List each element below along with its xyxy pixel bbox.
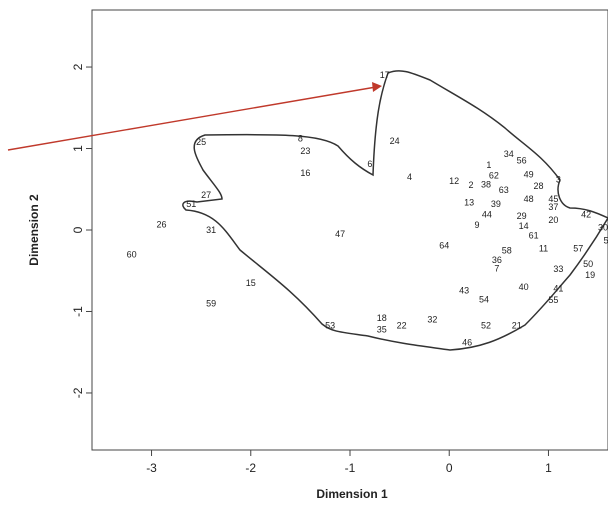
point-label-31: 31	[206, 225, 216, 235]
point-label-21: 21	[512, 320, 522, 330]
point-label-54: 54	[479, 294, 489, 304]
arrow-annotation	[7, 82, 382, 151]
point-label-49: 49	[524, 170, 534, 180]
y-axis: -2 -1 0 1 2	[71, 63, 92, 398]
point-label-8: 8	[298, 134, 303, 144]
x-tick-label: 0	[446, 461, 453, 475]
point-label-7: 7	[494, 263, 499, 273]
point-label-40: 40	[519, 282, 529, 292]
point-label-38: 38	[481, 179, 491, 189]
point-label-61: 61	[529, 231, 539, 241]
point-label-12: 12	[449, 176, 459, 186]
y-tick-label: 2	[71, 63, 85, 70]
point-label-52: 52	[481, 320, 491, 330]
point-label-39: 39	[491, 199, 501, 209]
point-label-53: 53	[325, 320, 335, 330]
point-label-13: 13	[464, 197, 474, 207]
x-axis: -3 -2 -1 0 1	[146, 450, 552, 475]
point-label-44: 44	[482, 210, 492, 220]
point-label-35: 35	[377, 324, 387, 334]
point-label-50: 50	[583, 259, 593, 269]
x-tick-label: -2	[245, 461, 256, 475]
x-tick-label: -3	[146, 461, 157, 475]
y-axis-label: Dimension 2	[27, 194, 41, 266]
point-label-4: 4	[407, 172, 412, 182]
point-label-5: 5	[604, 236, 608, 246]
point-label-3: 3	[556, 174, 561, 184]
point-label-55: 55	[548, 295, 558, 305]
point-label-24: 24	[390, 136, 400, 146]
point-label-29: 29	[517, 211, 527, 221]
point-label-20: 20	[548, 215, 558, 225]
point-label-22: 22	[397, 320, 407, 330]
point-label-63: 63	[499, 185, 509, 195]
point-label-56: 56	[517, 156, 527, 166]
point-label-15: 15	[246, 278, 256, 288]
point-label-58: 58	[502, 245, 512, 255]
point-label-51: 51	[186, 199, 196, 209]
point-label-6: 6	[367, 159, 372, 169]
point-label-64: 64	[439, 240, 449, 250]
point-label-59: 59	[206, 298, 216, 308]
x-axis-label: Dimension 1	[316, 487, 388, 501]
y-tick-label: -2	[71, 387, 85, 398]
point-label-33: 33	[553, 264, 563, 274]
point-label-48: 48	[524, 194, 534, 204]
x-tick-label: -1	[345, 461, 356, 475]
point-label-62: 62	[489, 170, 499, 180]
point-label-18: 18	[377, 313, 387, 323]
point-label-34: 34	[504, 149, 514, 159]
point-label-60: 60	[127, 249, 137, 259]
point-label-28: 28	[534, 181, 544, 191]
point-label-37: 37	[548, 202, 558, 212]
point-label-2: 2	[469, 180, 474, 190]
point-label-23: 23	[300, 146, 310, 156]
point-label-14: 14	[519, 221, 529, 231]
point-label-27: 27	[201, 190, 211, 200]
point-label-42: 42	[581, 210, 591, 220]
y-tick-label: 0	[71, 226, 85, 233]
point-label-30: 30	[598, 223, 608, 233]
point-label-17: 17	[380, 70, 390, 80]
point-label-36: 36	[492, 255, 502, 265]
cluster-boundary	[182, 70, 608, 351]
y-tick-label: -1	[71, 306, 85, 317]
x-tick-label: 1	[545, 461, 552, 475]
y-tick-label: 1	[71, 145, 85, 152]
point-label-25: 25	[196, 137, 206, 147]
point-label-43: 43	[459, 285, 469, 295]
point-label-47: 47	[335, 229, 345, 239]
point-label-26: 26	[156, 219, 166, 229]
point-label-57: 57	[573, 244, 583, 254]
point-label-11: 11	[539, 244, 548, 254]
point-label-45: 45	[548, 194, 558, 204]
point-label-46: 46	[462, 337, 472, 347]
point-label-32: 32	[427, 315, 437, 325]
point-label-9: 9	[475, 220, 480, 230]
point-label-41: 41	[553, 284, 563, 294]
point-label-1: 1	[486, 160, 491, 170]
point-label-19: 19	[585, 270, 595, 280]
point-label-16: 16	[300, 168, 310, 178]
